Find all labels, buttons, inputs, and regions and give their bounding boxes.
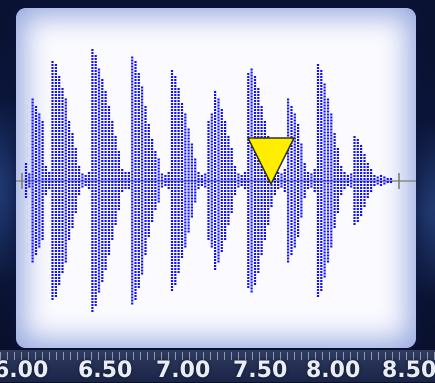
time-axis-ticks [0,352,435,360]
time-label: 8.50 [382,358,435,383]
waveform-panel[interactable] [16,8,416,348]
waveform-display[interactable] [16,8,416,348]
time-label: 8.00 [306,358,361,383]
time-label: 7.50 [233,358,288,383]
time-label: 7.00 [156,358,211,383]
time-label: 6.50 [78,358,133,383]
time-label: 6.00 [0,358,49,383]
playhead-icon[interactable] [246,137,296,186]
